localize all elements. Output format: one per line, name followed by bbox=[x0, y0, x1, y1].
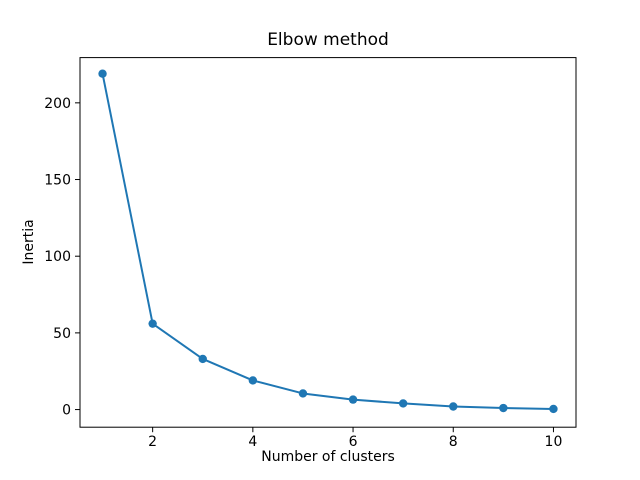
y-tick-label: 0 bbox=[62, 403, 71, 419]
data-point bbox=[348, 395, 358, 404]
data-point bbox=[298, 389, 308, 398]
x-tick-label: 10 bbox=[545, 434, 563, 450]
y-tick-label: 50 bbox=[53, 326, 71, 342]
data-line bbox=[101, 72, 555, 410]
chart-title: Elbow method bbox=[267, 30, 389, 50]
x-tick-label: 8 bbox=[449, 434, 458, 450]
data-point bbox=[449, 402, 458, 411]
x-tick-label: 4 bbox=[248, 434, 257, 450]
data-point bbox=[549, 404, 558, 414]
data-point bbox=[499, 403, 508, 413]
data-point bbox=[148, 319, 157, 328]
x-tick-label: 2 bbox=[148, 434, 157, 450]
y-tick-label: 150 bbox=[44, 173, 71, 189]
data-point bbox=[98, 69, 107, 78]
y-axis-label: Inertia bbox=[21, 219, 37, 265]
y-tick-label: 200 bbox=[44, 96, 71, 112]
axes-frame bbox=[79, 57, 577, 428]
x-axis-label: Number of clusters bbox=[261, 449, 395, 465]
data-point bbox=[398, 399, 408, 408]
data-point bbox=[248, 376, 258, 385]
x-tick-label: 6 bbox=[349, 434, 358, 450]
data-point bbox=[198, 354, 207, 364]
y-tick-label: 100 bbox=[44, 249, 71, 265]
